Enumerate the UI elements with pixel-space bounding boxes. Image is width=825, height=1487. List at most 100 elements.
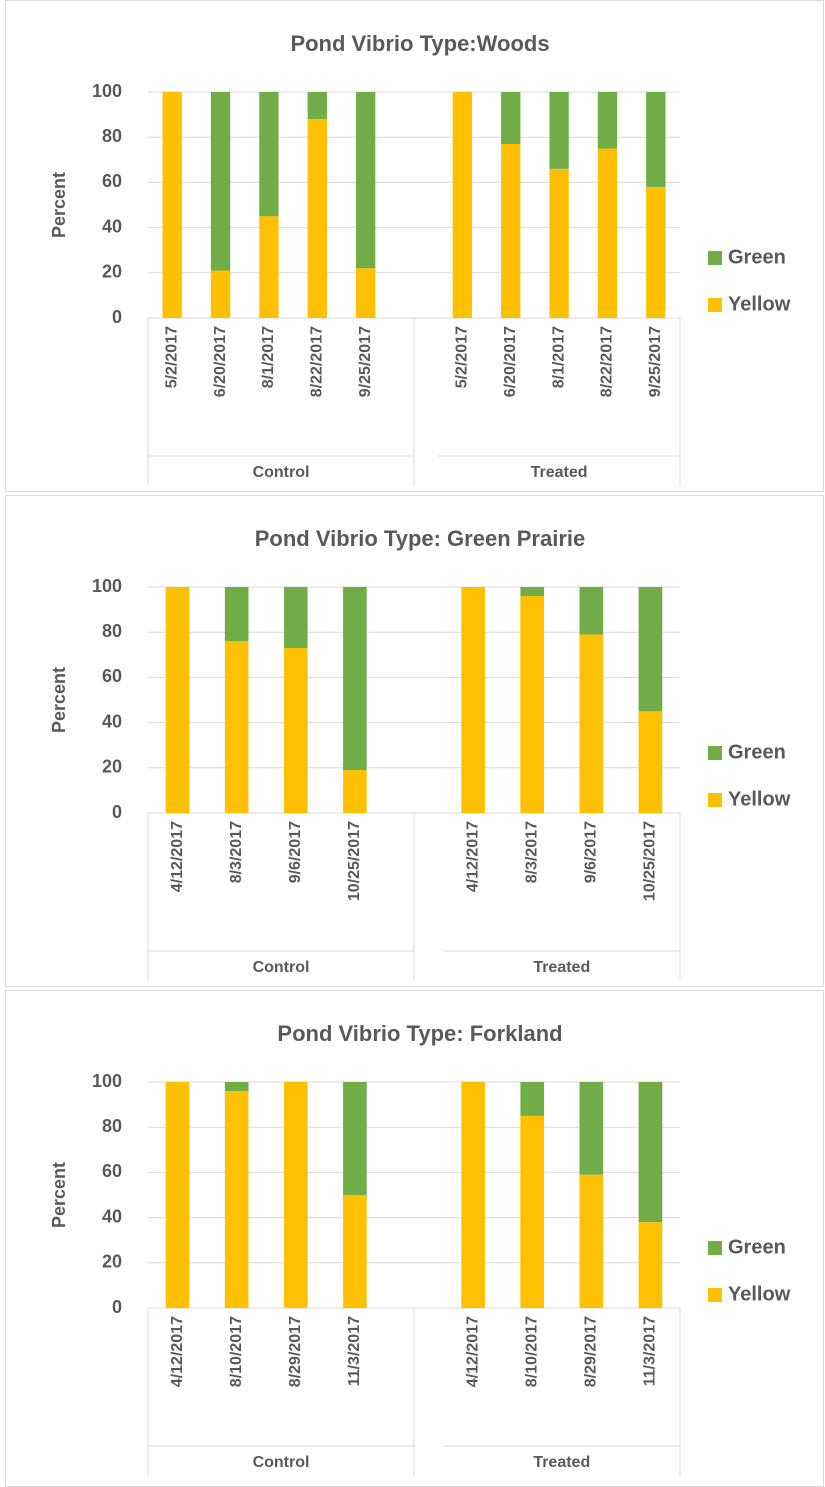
bar-segment xyxy=(597,92,618,149)
bar-segment xyxy=(646,92,666,187)
x-tick-label: 8/3/2017 xyxy=(523,821,540,883)
x-tick-label: 8/10/2017 xyxy=(228,1316,245,1387)
group-label: Treated xyxy=(533,959,590,976)
y-tick-label: 100 xyxy=(92,81,122,101)
bar-segment xyxy=(355,268,376,318)
legend-swatch xyxy=(708,1288,722,1302)
y-tick-label: 20 xyxy=(102,757,122,777)
bar-segment xyxy=(638,1222,663,1308)
x-tick-label: 6/20/2017 xyxy=(502,326,519,397)
bar-segment xyxy=(638,711,663,813)
legend-label: Green xyxy=(728,1236,786,1258)
bar-segment xyxy=(520,1115,545,1308)
bar-segment xyxy=(501,92,521,144)
x-tick-label: 9/25/2017 xyxy=(647,326,664,397)
legend-label: Yellow xyxy=(728,293,791,315)
y-tick-label: 40 xyxy=(102,1206,122,1226)
bar-segment xyxy=(549,92,569,169)
chart-title: Pond Vibrio Type:Woods xyxy=(290,31,549,56)
bar-segment xyxy=(165,1082,190,1308)
bar-segment xyxy=(461,1082,485,1308)
legend-swatch xyxy=(708,251,722,265)
y-tick-label: 40 xyxy=(102,711,122,731)
bar-segment xyxy=(343,1082,367,1195)
legend-label: Yellow xyxy=(728,1283,791,1305)
y-tick-label: 20 xyxy=(102,262,122,282)
bar-segment xyxy=(452,92,473,318)
x-tick-label: 4/12/2017 xyxy=(464,1316,481,1387)
y-tick-label: 100 xyxy=(92,576,122,596)
bar-segment xyxy=(579,587,604,635)
bar-segment xyxy=(520,596,545,813)
bar-segment xyxy=(355,92,376,269)
x-tick-label: 9/6/2017 xyxy=(583,821,600,883)
legend-swatch xyxy=(708,298,722,312)
y-tick-label: 80 xyxy=(102,621,122,641)
chart-panel: Pond Vibrio Type: Green Prairie Percent 0 2… xyxy=(5,495,824,987)
group-label: Treated xyxy=(533,1454,590,1471)
bar-segment xyxy=(224,587,249,642)
y-tick-label: 60 xyxy=(102,171,122,191)
bar-segment xyxy=(549,168,569,318)
bar-segment xyxy=(283,648,308,813)
bar-segment xyxy=(224,1091,249,1308)
bar-segment xyxy=(259,92,279,217)
bar-segment xyxy=(307,119,327,319)
bar-segment xyxy=(283,587,308,649)
x-tick-label: 4/12/2017 xyxy=(464,821,481,892)
y-axis-label: Percent xyxy=(49,667,69,733)
x-tick-label: 9/6/2017 xyxy=(287,821,304,883)
bar-segment xyxy=(597,148,618,318)
y-tick-label: 100 xyxy=(92,1071,122,1091)
bar-segment xyxy=(638,587,663,712)
bar-segment xyxy=(210,270,231,318)
y-tick-label: 80 xyxy=(102,126,122,146)
bar-segment xyxy=(224,641,249,813)
legend-swatch xyxy=(708,1241,722,1255)
bar-segment xyxy=(579,1174,604,1308)
bar-segment xyxy=(343,587,367,771)
x-tick-label: 8/29/2017 xyxy=(583,1316,600,1387)
group-label: Control xyxy=(253,464,310,481)
bar-segment xyxy=(520,587,545,597)
y-axis-label: Percent xyxy=(49,172,69,238)
y-tick-label: 20 xyxy=(102,1252,122,1272)
chart-title: Pond Vibrio Type: Forkland xyxy=(277,1021,562,1046)
y-tick-label: 60 xyxy=(102,1161,122,1181)
bar-segment xyxy=(520,1082,545,1116)
y-tick-label: 0 xyxy=(112,307,122,327)
y-tick-label: 80 xyxy=(102,1116,122,1136)
bar-segment xyxy=(579,1082,604,1175)
y-axis-label: Percent xyxy=(49,1162,69,1228)
x-tick-label: 10/25/2017 xyxy=(642,821,659,901)
bar-segment xyxy=(162,92,182,318)
x-tick-label: 9/25/2017 xyxy=(357,326,374,397)
bar-segment xyxy=(307,92,327,120)
bar-segment xyxy=(501,143,521,318)
bar-segment xyxy=(579,634,604,813)
x-tick-label: 5/2/2017 xyxy=(163,326,180,388)
bar-segment xyxy=(646,186,666,318)
bar-segment xyxy=(224,1082,249,1092)
chart-panel: Pond Vibrio Type:Woods Percent 0 20 40 60 80 10… xyxy=(5,0,824,492)
panel-border xyxy=(5,495,824,987)
chart-title: Pond Vibrio Type: Green Prairie xyxy=(255,526,586,551)
x-tick-label: 5/2/2017 xyxy=(454,326,471,388)
y-tick-label: 60 xyxy=(102,666,122,686)
bar-segment xyxy=(165,587,190,813)
y-tick-label: 0 xyxy=(112,802,122,822)
x-tick-label: 8/29/2017 xyxy=(287,1316,304,1387)
legend-swatch xyxy=(708,793,722,807)
group-label: Control xyxy=(253,959,310,976)
group-label: Treated xyxy=(531,464,588,481)
chart-panel: Pond Vibrio Type: Forkland Percent 0 20 40 60… xyxy=(5,990,824,1487)
x-tick-label: 6/20/2017 xyxy=(212,326,229,397)
bar-segment xyxy=(461,587,485,813)
x-tick-label: 10/25/2017 xyxy=(346,821,363,901)
bar-segment xyxy=(210,92,231,271)
legend-label: Green xyxy=(728,741,786,763)
legend-label: Yellow xyxy=(728,788,791,810)
x-tick-label: 4/12/2017 xyxy=(169,1316,186,1387)
x-tick-label: 8/22/2017 xyxy=(308,326,325,397)
